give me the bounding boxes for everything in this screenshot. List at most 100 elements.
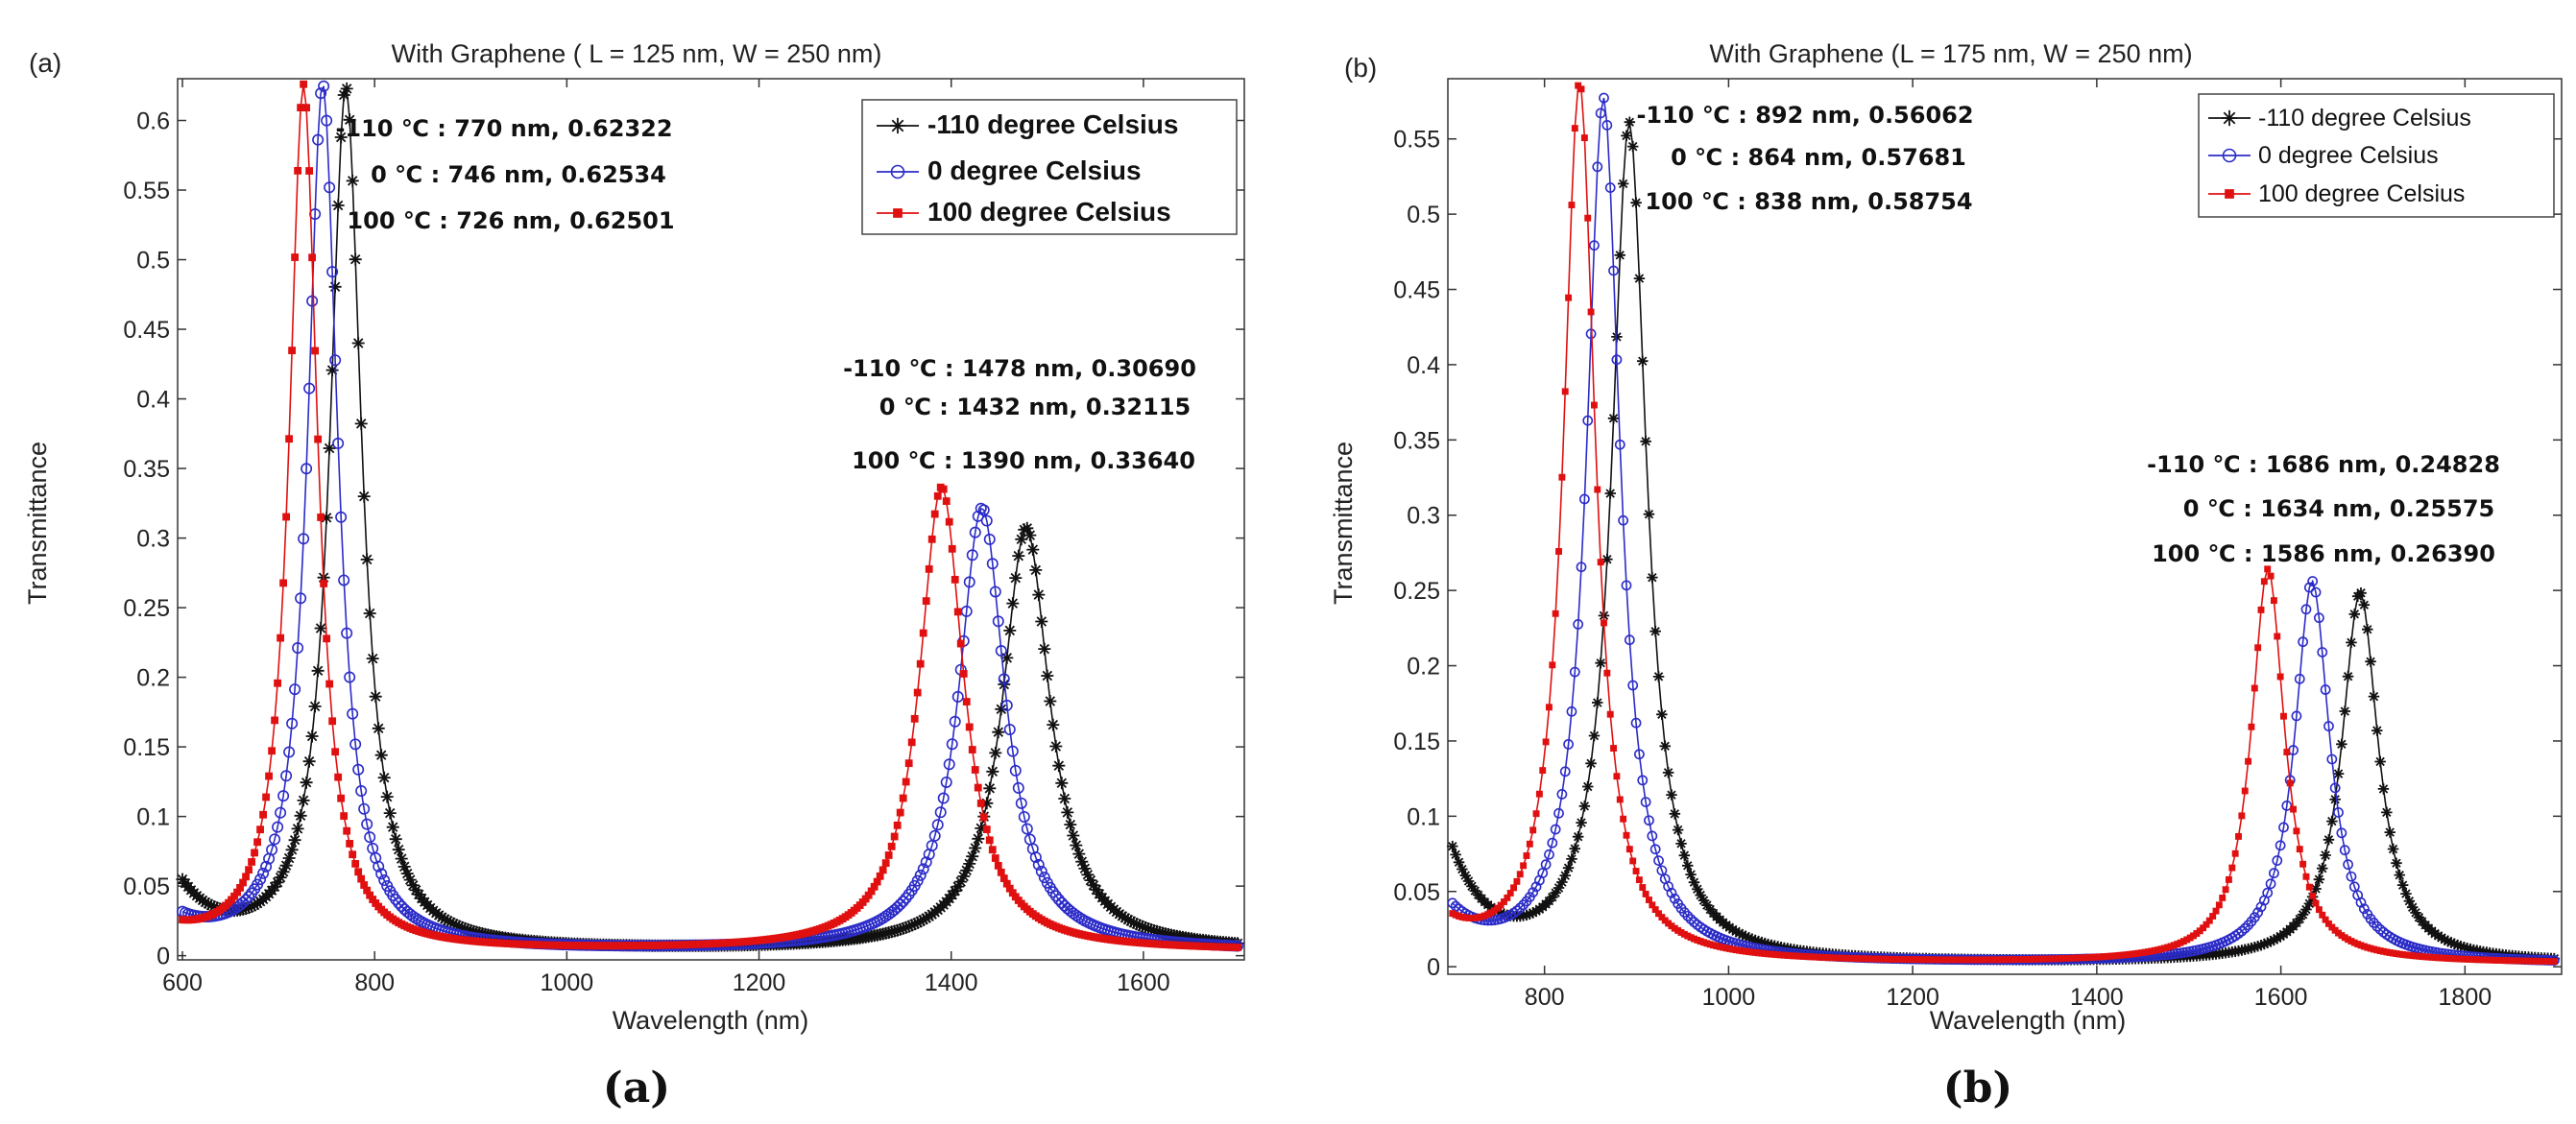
data-point	[1623, 831, 1630, 839]
data-point	[1599, 92, 1609, 104]
annotation-top-a-2: 0 ℃ : 746 nm, 0.62534	[371, 161, 666, 188]
data-point	[1568, 202, 1576, 208]
data-point	[338, 574, 350, 586]
data-point	[366, 891, 374, 899]
data-point	[879, 910, 892, 922]
data-point	[1666, 789, 1677, 801]
data-point	[1513, 877, 1521, 885]
legend-label-a-1: -110 degree Celsius	[927, 109, 1178, 139]
data-point	[2439, 934, 2450, 945]
data-point	[925, 564, 933, 573]
plot-frame-a	[177, 78, 1245, 961]
data-point	[1592, 697, 1603, 708]
y-axis-label-b: Transmittance	[1329, 442, 1358, 605]
data-point	[240, 894, 253, 906]
data-point	[1049, 890, 1062, 902]
data-point	[2323, 721, 2334, 731]
data-point	[1730, 925, 1742, 938]
data-point	[1685, 869, 1697, 880]
y-tick-label: 0.05	[1393, 879, 1440, 906]
data-point	[910, 714, 919, 723]
data-point	[352, 763, 365, 776]
data-point	[1078, 862, 1092, 875]
data-point	[974, 783, 982, 792]
data-point	[446, 917, 460, 930]
data-point	[1552, 610, 1559, 617]
data-point	[1559, 766, 1571, 777]
data-point	[1506, 890, 1514, 897]
data-point	[942, 497, 951, 505]
data-point	[2448, 938, 2461, 950]
data-point	[1047, 718, 1060, 731]
data-point	[907, 738, 916, 747]
data-point	[2245, 757, 2252, 765]
data-point	[980, 514, 993, 527]
plot-frame-b	[1447, 78, 2563, 975]
legend-label-a-2: 0 degree Celsius	[927, 155, 1142, 185]
data-point	[1516, 871, 1524, 878]
data-point	[893, 821, 902, 829]
data-point	[1529, 826, 1537, 834]
data-point	[205, 898, 218, 912]
data-point	[1550, 824, 1561, 835]
data-point	[1689, 917, 1699, 928]
data-point	[1610, 745, 1618, 752]
data-point	[308, 700, 322, 713]
data-point	[271, 875, 284, 889]
data-point	[2200, 924, 2207, 932]
data-point	[976, 800, 985, 807]
ticks-b: 800 1000 1200 1400 1600 1800 0 0.05 0.1 0.15 0.2 0.…	[1393, 79, 2562, 1011]
legend-label-a-3: 100 degree Celsius	[927, 197, 1171, 227]
annotation-top-b-2: 0 ℃ : 864 nm, 0.57681	[1671, 144, 1966, 171]
data-point	[1611, 331, 1623, 343]
x-tick-label: 1200	[733, 969, 786, 996]
data-point	[1752, 935, 1765, 947]
data-point	[306, 295, 319, 307]
y-tick-label: 0	[156, 944, 170, 970]
data-point	[2272, 855, 2283, 866]
data-point	[1695, 889, 1706, 901]
data-point	[2255, 940, 2267, 951]
data-point	[1546, 704, 1553, 711]
y-tick-label: 0	[1427, 954, 1440, 981]
data-point	[343, 113, 356, 127]
data-point	[956, 639, 965, 648]
data-point	[1555, 548, 1562, 555]
data-point	[1553, 882, 1565, 894]
data-point	[965, 723, 974, 731]
data-point	[1539, 767, 1547, 775]
data-point	[292, 642, 304, 655]
data-point	[1646, 897, 1652, 903]
data-point	[1675, 838, 1687, 849]
legend-marker	[2225, 189, 2234, 199]
data-point	[279, 579, 287, 587]
data-point	[1621, 580, 1632, 591]
data-point	[2343, 859, 2353, 871]
data-point	[1590, 401, 1598, 409]
data-point	[1621, 130, 1632, 142]
data-point	[297, 104, 305, 111]
data-point	[1075, 855, 1089, 869]
data-point	[233, 888, 241, 897]
data-point	[2310, 883, 2322, 895]
data-point	[1041, 669, 1054, 682]
annotation-mid-b-3: 100 ℃ : 1586 nm, 0.26390	[2152, 540, 2495, 567]
data-point	[274, 871, 287, 884]
data-point	[2445, 937, 2457, 948]
data-point	[879, 866, 887, 874]
data-point	[1495, 907, 1506, 919]
data-point	[951, 690, 964, 703]
data-point	[2322, 916, 2329, 923]
data-point	[1740, 930, 1751, 943]
data-point	[400, 867, 414, 880]
annotation-top-b-1: -110 ℃ : 892 nm, 0.56062	[1636, 102, 1973, 129]
data-point	[297, 794, 310, 807]
data-point	[2313, 612, 2324, 624]
data-point	[452, 920, 466, 933]
data-point	[1756, 936, 1768, 948]
data-point	[2396, 879, 2409, 891]
annotation-mid-a-1: -110 ℃ : 1478 nm, 0.30690	[843, 355, 1196, 382]
data-point	[1015, 533, 1028, 546]
data-point	[275, 806, 287, 819]
data-point	[403, 873, 417, 887]
